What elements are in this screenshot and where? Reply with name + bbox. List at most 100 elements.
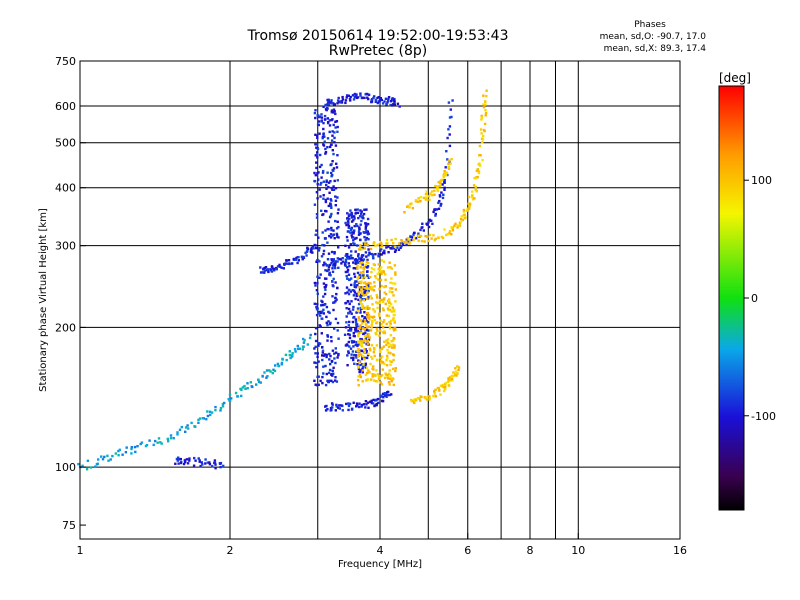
echo-point: [331, 260, 335, 263]
echo-point: [384, 273, 387, 276]
echo-point: [348, 213, 351, 217]
echo-point: [333, 103, 336, 106]
echo-point: [419, 399, 422, 402]
echo-point: [368, 287, 371, 290]
echo-point: [350, 250, 353, 253]
echo-point: [482, 134, 485, 138]
echo-point: [393, 344, 396, 347]
echo-point: [387, 97, 390, 100]
echo-point: [327, 320, 330, 323]
echo-point: [362, 365, 365, 368]
echo-point: [443, 172, 446, 176]
echo-point: [210, 411, 214, 414]
echo-point: [329, 202, 332, 206]
echo-point: [350, 312, 353, 315]
echo-point: [315, 166, 318, 170]
echo-point: [442, 386, 445, 389]
echo-point: [374, 379, 378, 383]
echo-point: [244, 387, 247, 390]
echo-point: [375, 369, 378, 372]
echo-point: [346, 364, 349, 367]
echo-point: [221, 402, 225, 406]
echo-point: [364, 243, 367, 246]
echo-point: [326, 334, 329, 337]
echo-point: [291, 352, 294, 355]
echo-point: [364, 93, 367, 96]
echo-point: [321, 243, 324, 247]
echo-point: [355, 223, 358, 226]
echo-point: [378, 348, 382, 351]
echo-point: [360, 306, 364, 309]
echo-point: [428, 198, 431, 201]
echo-point: [315, 305, 318, 309]
echo-point: [349, 329, 353, 332]
echo-point: [349, 99, 352, 102]
echo-point: [322, 127, 325, 131]
echo-point: [389, 344, 392, 347]
colorbar: [718, 85, 745, 511]
echo-points: [77, 89, 488, 471]
echo-point: [316, 275, 319, 278]
echo-point: [356, 277, 359, 280]
echo-point: [429, 219, 433, 222]
echo-point: [367, 276, 370, 279]
echo-point: [314, 109, 317, 112]
echo-point: [219, 465, 222, 469]
echo-point: [356, 264, 359, 267]
echo-point: [320, 116, 324, 119]
echo-point: [380, 374, 384, 377]
echo-point: [234, 391, 238, 395]
echo-point: [412, 239, 415, 242]
echo-point: [344, 270, 348, 274]
echo-point: [439, 384, 443, 387]
echo-point: [125, 446, 128, 449]
echo-point: [336, 99, 340, 102]
echo-point: [363, 96, 366, 100]
y-tick-label: 400: [55, 182, 76, 195]
echo-point: [353, 242, 356, 246]
echo-point: [316, 147, 320, 151]
echo-point: [367, 321, 370, 324]
echo-point: [326, 146, 329, 149]
echo-point: [357, 343, 361, 346]
echo-point: [199, 464, 202, 468]
echo-point: [357, 375, 360, 378]
echo-point: [441, 196, 445, 200]
echo-point: [367, 314, 371, 317]
echo-point: [443, 228, 446, 231]
echo-point: [392, 377, 395, 380]
echo-point: [327, 204, 330, 208]
echo-point: [477, 170, 481, 173]
echo-point: [448, 230, 452, 233]
echo-point: [331, 270, 335, 273]
echo-point: [336, 286, 339, 290]
echo-point: [334, 219, 337, 223]
echo-point: [480, 116, 484, 119]
echo-point: [321, 351, 324, 354]
echo-point: [359, 311, 362, 314]
echo-point: [367, 283, 370, 287]
echo-point: [326, 117, 330, 120]
echo-point: [358, 273, 361, 277]
echo-point: [159, 441, 162, 444]
echo-point: [315, 216, 319, 219]
echo-point: [394, 237, 397, 241]
echo-point: [354, 318, 357, 321]
echo-point: [236, 395, 239, 398]
echo-point: [373, 95, 376, 98]
echo-point: [408, 242, 411, 245]
echo-point: [373, 285, 376, 288]
echo-point: [328, 271, 331, 274]
echo-point: [356, 224, 359, 228]
echo-point: [346, 212, 349, 215]
echo-point: [359, 369, 362, 372]
echo-point: [365, 307, 368, 311]
echo-point: [336, 125, 339, 129]
echo-point: [388, 325, 391, 328]
echo-point: [374, 100, 377, 103]
echo-point: [392, 103, 395, 106]
echo-point: [373, 373, 376, 376]
echo-point: [333, 251, 336, 254]
echo-point: [336, 257, 339, 260]
